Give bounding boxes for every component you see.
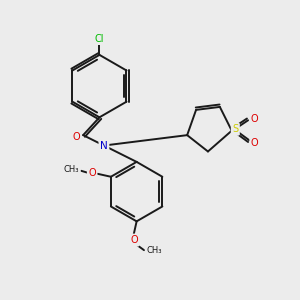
Text: N: N	[100, 140, 108, 151]
Text: O: O	[88, 168, 96, 178]
Text: O: O	[251, 139, 258, 148]
Text: O: O	[130, 235, 138, 245]
Text: Cl: Cl	[95, 34, 104, 44]
Text: CH₃: CH₃	[64, 165, 80, 174]
Text: O: O	[251, 114, 258, 124]
Text: CH₃: CH₃	[146, 246, 162, 255]
Text: S: S	[232, 124, 239, 134]
Text: O: O	[73, 132, 80, 142]
